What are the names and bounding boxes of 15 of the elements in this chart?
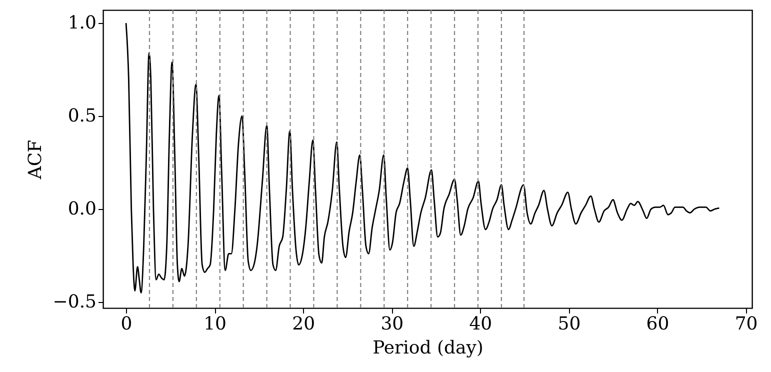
line-series bbox=[125, 22, 720, 294]
y-tick-label: 0.5 bbox=[68, 106, 96, 127]
x-tick-label: 40 bbox=[469, 314, 492, 334]
x-tick-label: 50 bbox=[558, 314, 581, 334]
y-axis-title: ACF bbox=[24, 140, 46, 180]
x-tick-label: 60 bbox=[646, 314, 670, 334]
y-tick-label: −0.5 bbox=[52, 292, 96, 313]
x-tick-label: 30 bbox=[380, 314, 404, 334]
x-tick-label: 20 bbox=[292, 314, 316, 334]
y-tick-label: 1.0 bbox=[68, 12, 96, 34]
x-tick-label: 10 bbox=[204, 314, 227, 334]
y-tick-label: 0.0 bbox=[68, 198, 96, 220]
x-tick-label: 70 bbox=[734, 314, 758, 334]
x-axis-title: Period (day) bbox=[372, 338, 484, 358]
x-tick-label: 0 bbox=[120, 314, 132, 334]
